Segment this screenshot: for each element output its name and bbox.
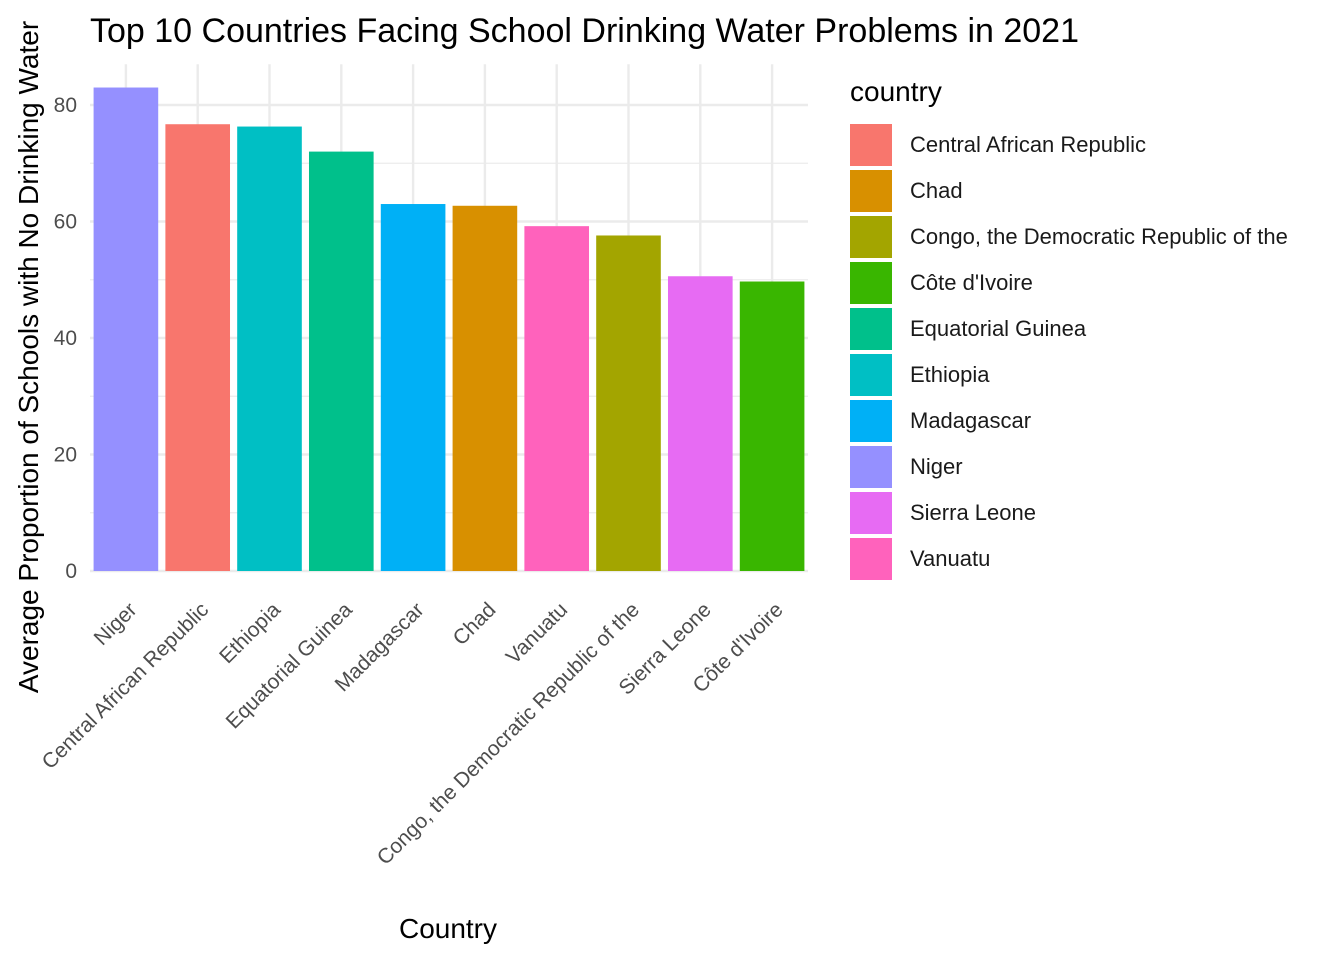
legend-label: Chad (910, 178, 963, 203)
x-tick-label: Vanuatu (502, 598, 572, 668)
legend-label: Central African Republic (910, 132, 1147, 157)
legend-label: Ethiopia (910, 362, 990, 387)
legend-label: Congo, the Democratic Republic of the (910, 224, 1288, 249)
bar-5 (380, 204, 446, 571)
bar-4 (308, 151, 374, 571)
y-tick-label: 20 (54, 444, 77, 467)
legend-swatch (850, 308, 892, 350)
legend-label: Vanuatu (910, 546, 991, 571)
bar-10 (739, 281, 805, 571)
legend: country Central African Republic Chad Cong… (850, 76, 1288, 582)
legend-item: Niger (850, 444, 1288, 490)
y-axis-ticks: 0 20 40 60 80 (54, 94, 77, 583)
legend-item: Ethiopia (850, 352, 1288, 398)
x-axis-label: Country (399, 913, 497, 944)
legend-title: country (850, 76, 942, 107)
legend-swatch (850, 216, 892, 258)
legend-swatch (850, 400, 892, 442)
x-tick-label: Equatorial Guinea (222, 598, 357, 733)
legend-swatch (850, 354, 892, 396)
legend-item: Chad (850, 168, 1288, 214)
bar-2 (165, 124, 231, 571)
bar-6 (452, 205, 518, 571)
y-axis-label: Average Proportion of Schools with No Dr… (13, 21, 44, 693)
y-tick-label: 80 (54, 94, 77, 117)
legend-item: Madagascar (850, 398, 1288, 444)
legend-swatch (850, 124, 892, 166)
y-tick-label: 40 (54, 327, 77, 350)
bar-3 (237, 126, 302, 572)
legend-item: Equatorial Guinea (850, 306, 1288, 352)
bar-9 (667, 276, 733, 571)
legend-item: Central African Republic (850, 122, 1288, 168)
x-tick-label: Congo, the Democratic Republic of the (373, 598, 644, 869)
legend-item: Congo, the Democratic Republic of the (850, 214, 1288, 260)
x-tick-label: Ethiopia (215, 598, 285, 668)
chart-title: Top 10 Countries Facing School Drinking … (90, 12, 1079, 50)
legend-item: Vanuatu (850, 536, 1288, 582)
legend-label: Niger (910, 454, 963, 479)
legend-item: Sierra Leone (850, 490, 1288, 536)
legend-item: Côte d'Ivoire (850, 260, 1288, 306)
y-tick-label: 0 (65, 560, 77, 583)
legend-label: Sierra Leone (910, 500, 1036, 525)
legend-items: Central African Republic Chad Congo, the D… (850, 122, 1288, 582)
legend-swatch (850, 446, 892, 488)
bar-8 (596, 235, 661, 572)
legend-label: Madagascar (910, 408, 1032, 433)
x-tick-label: Chad (449, 598, 501, 650)
legend-swatch (850, 262, 892, 304)
legend-swatch (850, 170, 892, 212)
bar-7 (524, 226, 590, 571)
x-tick-label: Niger (90, 598, 142, 650)
y-tick-label: 60 (54, 211, 77, 234)
legend-label: Côte d'Ivoire (910, 270, 1033, 295)
legend-swatch (850, 492, 892, 534)
bar-1 (93, 87, 159, 572)
legend-swatch (850, 538, 892, 580)
bars (93, 87, 805, 572)
legend-label: Equatorial Guinea (910, 316, 1087, 341)
